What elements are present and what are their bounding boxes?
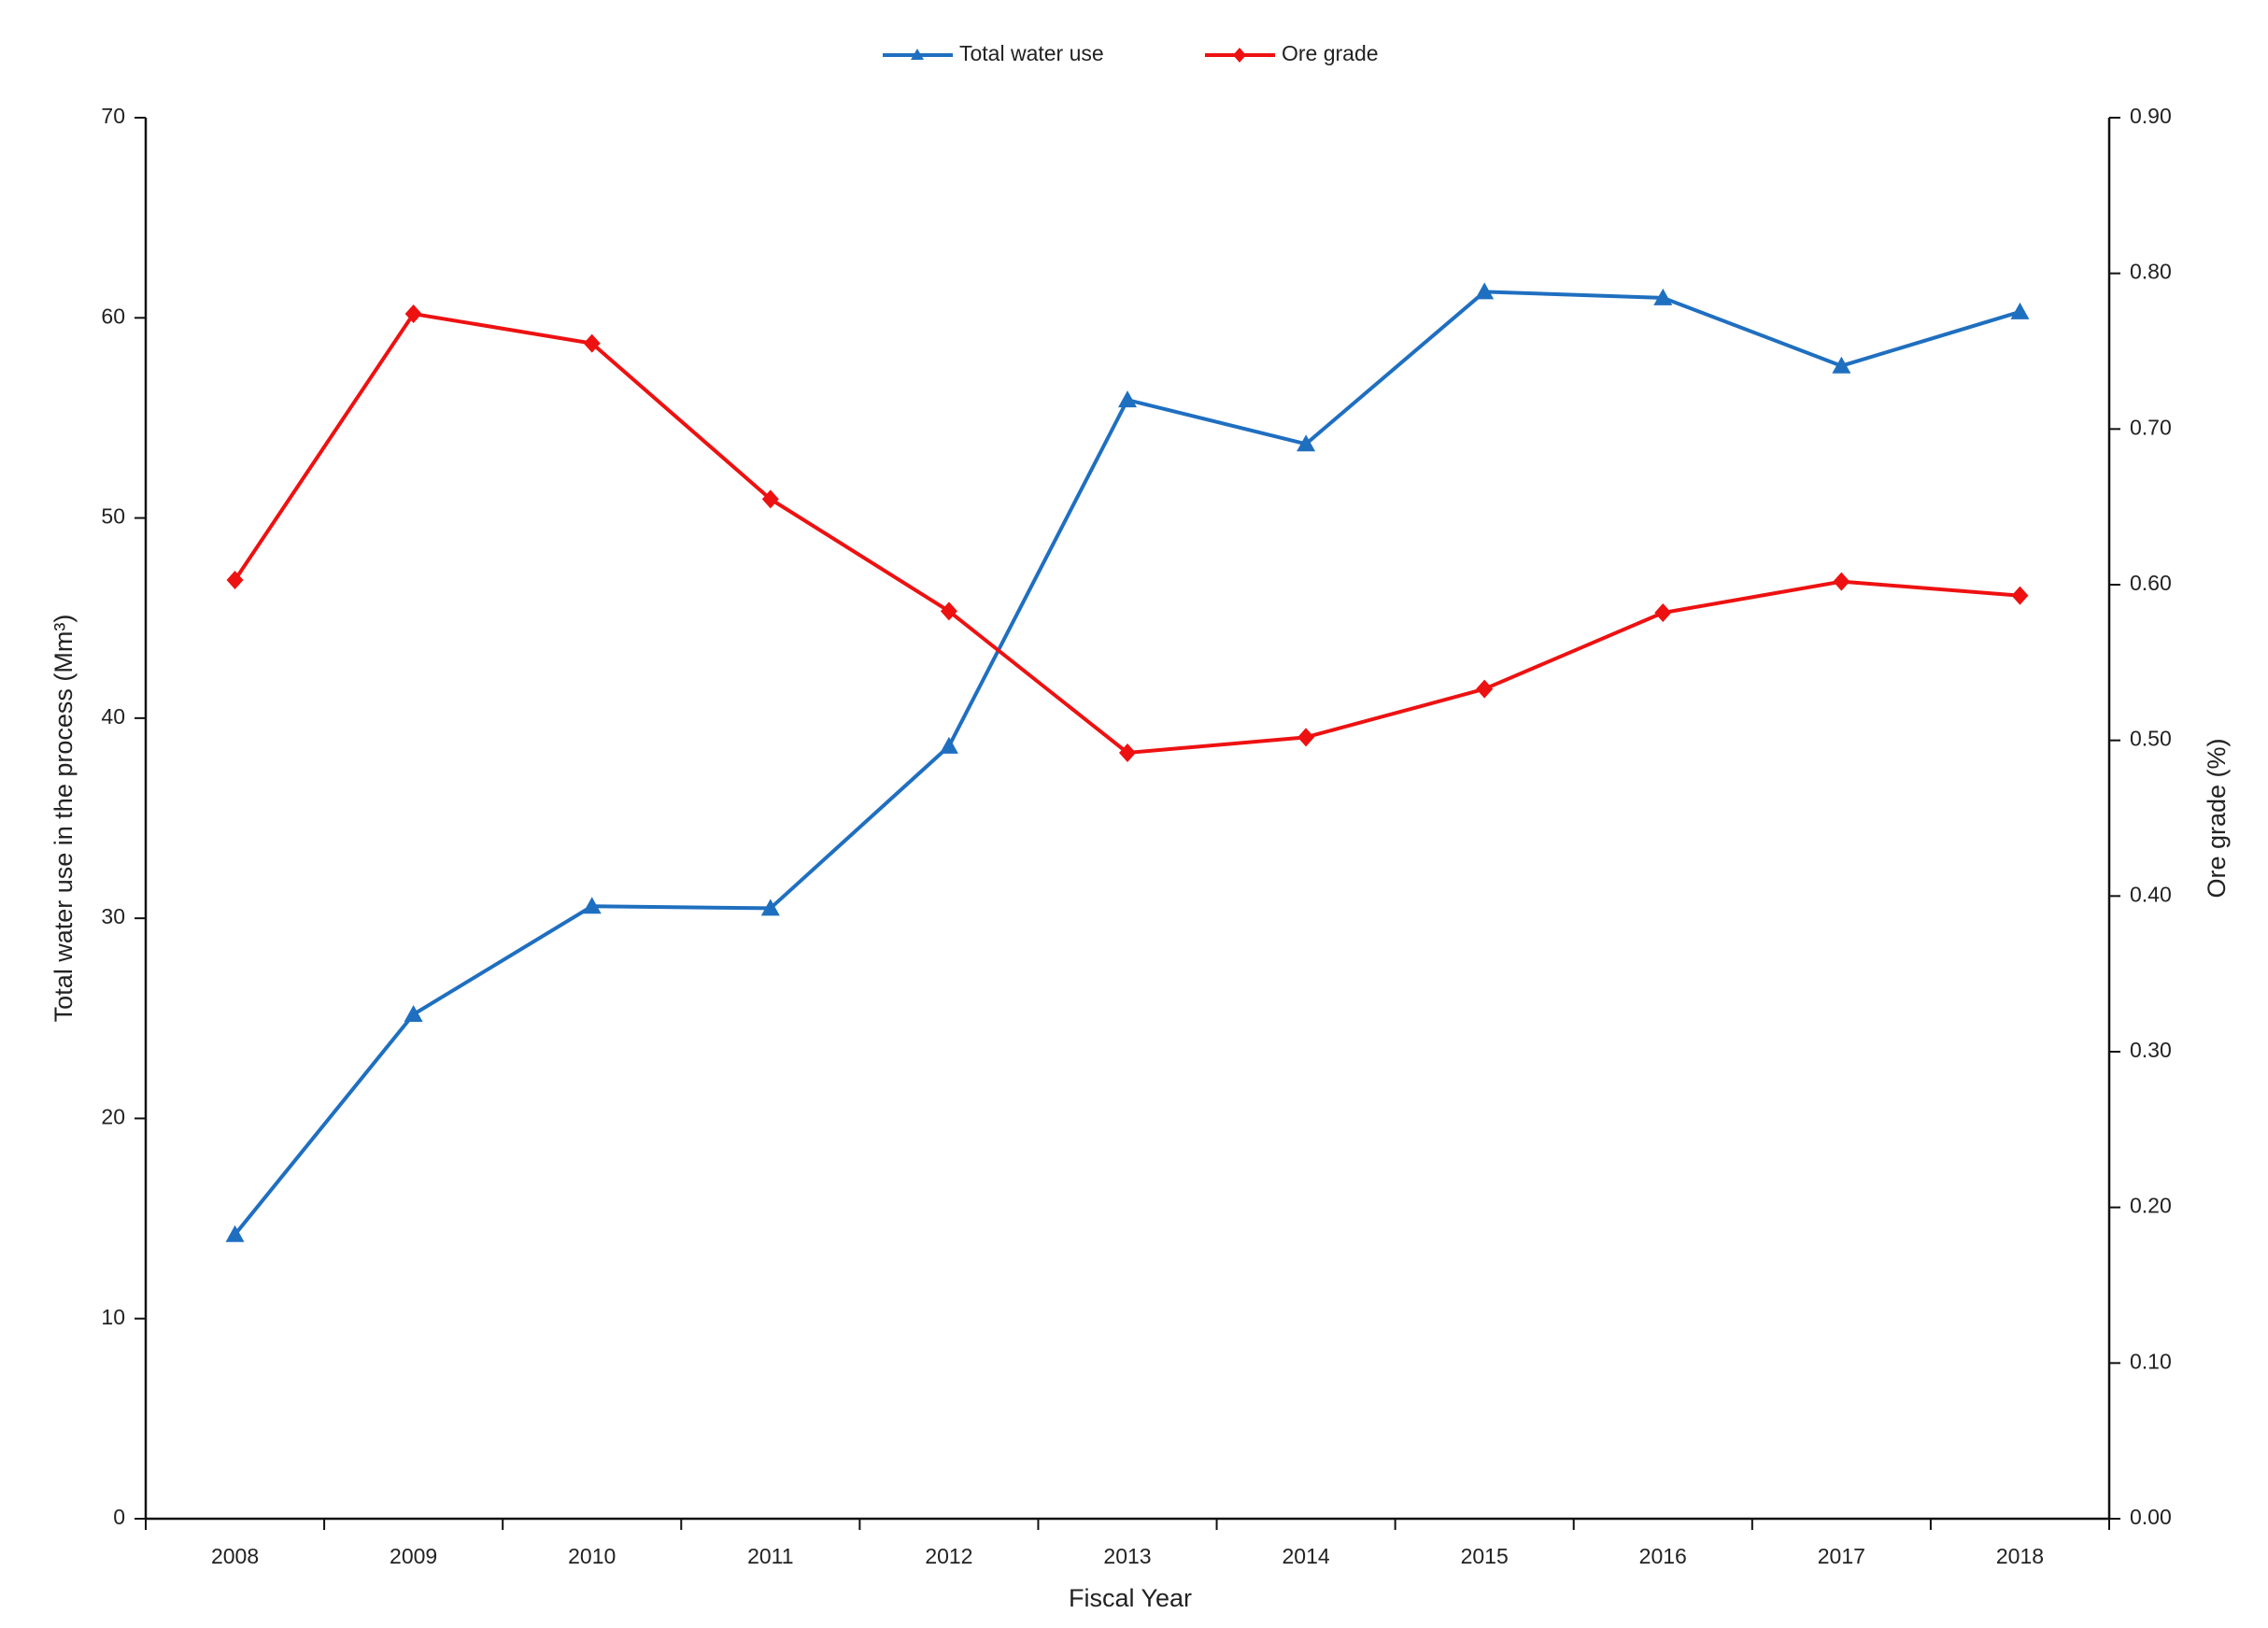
x-tick-label: 2017 xyxy=(1818,1544,1865,1568)
marker xyxy=(1833,572,1850,591)
marker xyxy=(1297,434,1316,452)
x-tick-label: 2018 xyxy=(1996,1544,2044,1568)
y-tick-label: 0 xyxy=(113,1505,125,1529)
x-tick-label: 2016 xyxy=(1639,1544,1687,1568)
y2-tick-label: 0.50 xyxy=(2130,727,2172,751)
marker xyxy=(225,1225,245,1242)
marker xyxy=(1297,728,1315,747)
marker xyxy=(761,489,779,509)
marker xyxy=(760,899,780,916)
y2-tick-label: 0.20 xyxy=(2130,1194,2172,1218)
x-tick-label: 2013 xyxy=(1103,1544,1151,1568)
x-tick-label: 2011 xyxy=(747,1544,793,1568)
marker xyxy=(939,736,958,754)
marker xyxy=(404,304,422,323)
marker xyxy=(1653,288,1673,305)
y-tick-label: 10 xyxy=(101,1305,125,1329)
series-line xyxy=(233,311,2020,756)
marker xyxy=(582,897,602,914)
x-tick-label: 2015 xyxy=(1461,1544,1509,1568)
y-tick-label: 70 xyxy=(101,104,125,128)
y2-tick-label: 0.90 xyxy=(2130,104,2172,128)
x-tick-label: 2012 xyxy=(925,1544,972,1568)
y2-tick-label: 0.10 xyxy=(2130,1349,2172,1373)
marker xyxy=(404,1005,423,1022)
x-axis-title: Fiscal Year xyxy=(1069,1584,1192,1612)
series-line xyxy=(233,290,2021,1236)
marker xyxy=(2010,302,2030,319)
y-tick-label: 50 xyxy=(101,504,125,529)
marker xyxy=(1832,356,1851,374)
y-tick-label: 40 xyxy=(101,704,125,729)
marker xyxy=(226,571,244,589)
x-tick-label: 2014 xyxy=(1283,1544,1330,1568)
legend-marker xyxy=(911,49,924,60)
y2-tick-label: 0.80 xyxy=(2130,260,2172,284)
marker xyxy=(1118,390,1137,408)
marker xyxy=(583,333,601,353)
marker xyxy=(940,602,957,621)
legend-label: Ore grade xyxy=(1282,41,1379,65)
y2-tick-label: 0.70 xyxy=(2130,415,2172,439)
y-axis-title: Total water use in the process (Mm³) xyxy=(50,615,78,1023)
y2-tick-label: 0.40 xyxy=(2130,882,2172,906)
x-tick-label: 2010 xyxy=(568,1544,616,1568)
y-tick-label: 20 xyxy=(101,1105,125,1129)
legend-label: Total water use xyxy=(959,41,1104,65)
legend-marker xyxy=(1233,48,1246,63)
marker xyxy=(1475,282,1495,300)
y-tick-label: 30 xyxy=(101,904,125,928)
marker xyxy=(2011,586,2029,605)
y2-tick-label: 0.60 xyxy=(2130,571,2172,595)
x-tick-label: 2008 xyxy=(211,1544,259,1568)
marker xyxy=(1119,743,1136,762)
y2-tick-label: 0.00 xyxy=(2130,1505,2172,1529)
y2-axis-title: Ore grade (%) xyxy=(2203,738,2231,898)
y2-tick-label: 0.30 xyxy=(2130,1038,2172,1062)
marker xyxy=(1476,679,1494,699)
marker xyxy=(1654,603,1672,622)
y-tick-label: 60 xyxy=(101,304,125,328)
x-tick-label: 2009 xyxy=(390,1544,437,1568)
